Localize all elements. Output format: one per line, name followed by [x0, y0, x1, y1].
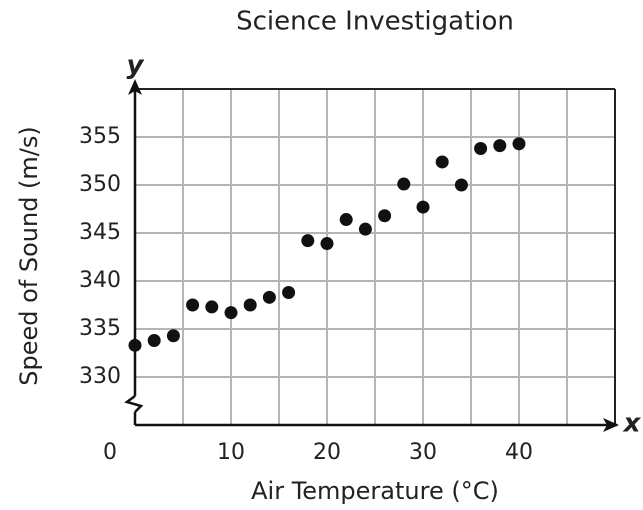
point — [474, 142, 488, 156]
point — [416, 200, 430, 214]
point — [454, 178, 468, 192]
point — [339, 213, 353, 227]
point — [493, 139, 507, 153]
point — [301, 234, 315, 248]
y-tick-label: 345 — [79, 220, 121, 245]
point — [435, 155, 449, 169]
point — [397, 177, 411, 191]
y-tick-label: 340 — [79, 268, 121, 293]
x-tick-label: 30 — [409, 440, 437, 465]
x-tick-label: 0 — [103, 440, 117, 465]
y-tick-label: 355 — [79, 124, 121, 149]
y-tick-label: 330 — [79, 364, 121, 389]
point — [147, 334, 161, 348]
point — [262, 290, 276, 304]
x-tick-label: 20 — [313, 440, 341, 465]
x-tick-label: 40 — [505, 440, 533, 465]
y-axis-arrow — [128, 79, 142, 95]
axis-break — [124, 395, 144, 413]
y-tick-label: 335 — [79, 316, 121, 341]
point — [205, 300, 219, 314]
point — [243, 298, 257, 312]
point — [166, 329, 180, 343]
point — [320, 237, 334, 251]
point — [512, 137, 526, 151]
chart-title: Science Investigation — [236, 7, 514, 37]
y-axis-letter: y — [127, 51, 145, 81]
point — [128, 338, 142, 352]
y-tick-label: 350 — [79, 172, 121, 197]
y-axis-label: Speed of Sound (m/s) — [15, 126, 43, 386]
x-tick-label: 10 — [217, 440, 245, 465]
x-axis-arrow — [603, 418, 619, 432]
point — [378, 209, 392, 223]
point — [186, 298, 200, 312]
point — [224, 306, 238, 320]
point — [282, 286, 296, 300]
point — [358, 222, 372, 236]
x-axis-letter: x — [622, 409, 642, 439]
x-axis-label: Air Temperature (°C) — [251, 477, 499, 505]
